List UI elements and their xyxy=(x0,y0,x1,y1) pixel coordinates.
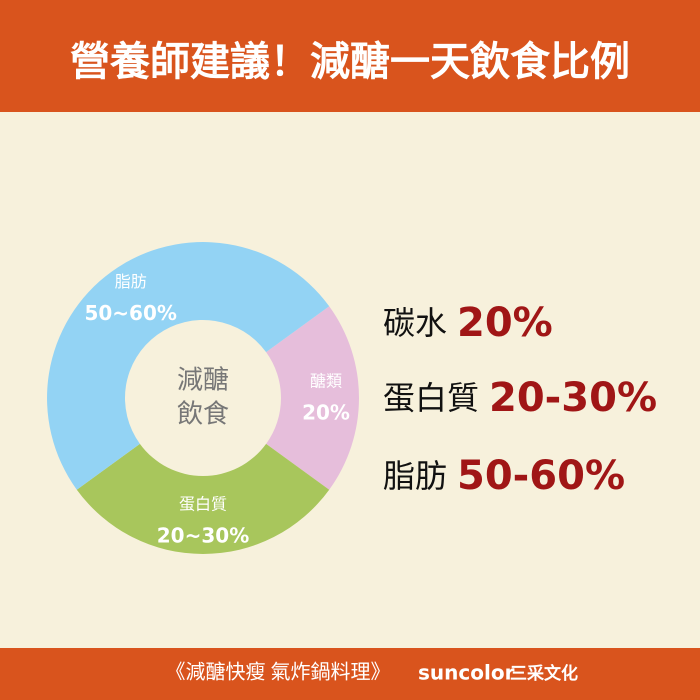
footer-band xyxy=(0,648,700,700)
summary-item: 碳水 20% xyxy=(383,300,553,346)
center-label: 飲食 xyxy=(177,400,229,430)
segment-value: 20% xyxy=(302,401,350,425)
summary-name: 脂肪 xyxy=(383,457,447,495)
segment-name: 蛋白質 xyxy=(179,495,227,514)
summary-item: 脂肪 50-60% xyxy=(383,453,625,499)
footer-publisher: 三采文化 xyxy=(510,663,578,684)
summary-value: 20-30% xyxy=(489,375,657,421)
segment-name: 醣類 xyxy=(310,372,342,391)
summary-value: 50-60% xyxy=(457,453,625,499)
footer-brand: suncolor xyxy=(418,661,515,685)
segment-name: 脂肪 xyxy=(115,272,147,291)
donut-segment xyxy=(47,242,330,490)
header-band xyxy=(0,0,700,112)
donut-segment xyxy=(266,306,359,490)
segment-value: 20~30% xyxy=(157,524,249,548)
center-label: 減醣 xyxy=(177,366,229,396)
footer-book: 《減醣快瘦 氣炸鍋料理》 xyxy=(166,661,391,684)
summary-value: 20% xyxy=(457,300,553,346)
title: 營養師建議！減醣一天飲食比例 xyxy=(70,39,630,85)
donut-segment xyxy=(76,443,330,554)
summary-name: 碳水 xyxy=(383,304,447,342)
segment-value: 50~60% xyxy=(84,301,176,325)
summary-item: 蛋白質 20-30% xyxy=(383,375,657,421)
summary-name: 蛋白質 xyxy=(383,379,479,417)
